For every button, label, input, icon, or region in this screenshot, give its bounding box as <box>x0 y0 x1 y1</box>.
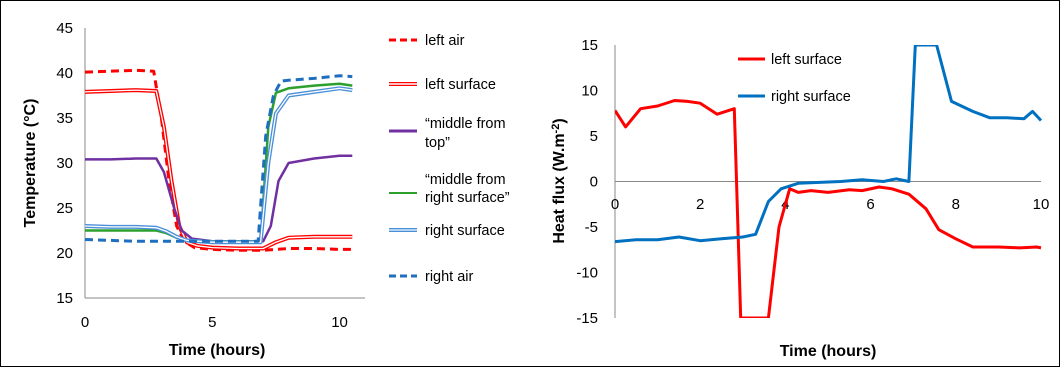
x-tick-label: 10 <box>331 314 348 331</box>
series-left-surface-line <box>84 88 353 251</box>
y-tick-label: -10 <box>576 265 598 282</box>
legend-item-left-surface: left surface <box>389 77 496 93</box>
heat-flux-x-axis-title: Time (hours) <box>780 343 877 360</box>
legend-label-left-air: left air <box>425 33 465 49</box>
temperature-chart: 15 20 25 30 35 40 45 0 5 10 Temperature (°C) Tim… <box>22 20 365 359</box>
legend-label-middle-from-top-line1: “middle from <box>425 116 506 132</box>
y-tick-label: 15 <box>56 290 73 307</box>
y-tick-label: 35 <box>56 110 73 127</box>
legend-label-right-air: right air <box>425 269 474 285</box>
y-tick-label: 30 <box>56 155 73 172</box>
legend-item-left-air: left air <box>389 33 465 49</box>
series-left-air-line <box>84 68 353 252</box>
legend-label-middle-from-right-surface-line1: “middle from <box>425 172 506 188</box>
y-tick-label: 5 <box>590 128 598 145</box>
heat-flux-y-axis-title: Heat flux (W.m-2) <box>550 118 568 243</box>
x-tick-label: 8 <box>952 196 960 213</box>
series-right-surface-line <box>84 86 353 245</box>
series-left-surface-line-core <box>84 89 353 250</box>
y-tick-label: 0 <box>590 174 598 191</box>
x-tick-label: 0 <box>81 314 89 331</box>
legend-item-right-air: right air <box>389 269 474 285</box>
x-tick-label: 10 <box>1033 196 1050 213</box>
x-tick-label: 6 <box>866 196 874 213</box>
x-tick-label: 2 <box>696 196 704 213</box>
legend-item-middle-from-right-surface: “middle from right surface” <box>389 172 510 206</box>
legend-item-right-surface: right surface <box>389 223 505 239</box>
series-right-air-line <box>84 74 353 243</box>
temperature-legend: left air left surface “middle from top” … <box>389 33 510 285</box>
series-middle-from-right-surface-line <box>85 82 353 243</box>
legend-label-right-surface-flux: right surface <box>771 89 851 105</box>
y-tick-label: 25 <box>56 200 73 217</box>
y-tick-label: -15 <box>576 310 598 327</box>
y-tick-label: 45 <box>56 20 73 37</box>
y-tick-label: 20 <box>56 245 73 262</box>
series-right-surface-line <box>615 45 1043 244</box>
legend-label-left-surface-flux: left surface <box>771 52 842 68</box>
x-tick-label: 0 <box>611 196 619 213</box>
y-tick-label: 15 <box>581 37 598 54</box>
x-tick-label: 5 <box>208 314 216 331</box>
heat-flux-legend: left surface right surface <box>738 52 851 105</box>
legend-label-left-surface: left surface <box>425 77 496 93</box>
series-left-surface-line <box>615 99 1042 318</box>
y-tick-label: 10 <box>581 83 598 100</box>
temperature-x-axis-title: Time (hours) <box>169 342 266 359</box>
legend-label-middle-from-top-line2: top” <box>425 135 450 151</box>
y-tick-label: -5 <box>585 219 598 236</box>
legend-label-middle-from-right-surface-line2: right surface” <box>425 190 510 206</box>
series-right-surface-line-core <box>84 87 353 243</box>
temperature-y-axis-title: Temperature (°C) <box>22 99 39 228</box>
legend-item-left-surface-flux: left surface <box>738 52 842 68</box>
legend-label-right-surface: right surface <box>425 223 505 239</box>
legend-item-right-surface-flux: right surface <box>738 89 851 105</box>
y-tick-label: 40 <box>56 65 73 82</box>
legend-item-middle-from-top: “middle from top” <box>389 116 506 151</box>
